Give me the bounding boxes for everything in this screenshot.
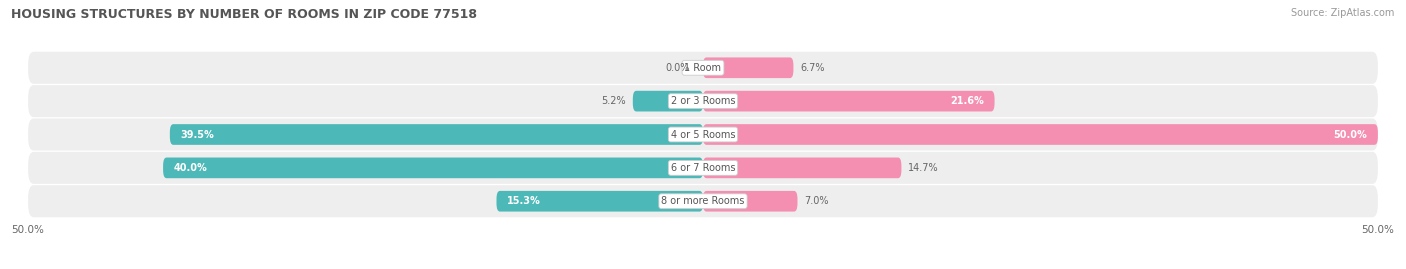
Text: 14.7%: 14.7% bbox=[908, 163, 939, 173]
Text: 1 Room: 1 Room bbox=[685, 63, 721, 73]
FancyBboxPatch shape bbox=[28, 152, 1378, 184]
Text: 50.0%: 50.0% bbox=[1333, 129, 1367, 140]
FancyBboxPatch shape bbox=[170, 124, 703, 145]
Text: HOUSING STRUCTURES BY NUMBER OF ROOMS IN ZIP CODE 77518: HOUSING STRUCTURES BY NUMBER OF ROOMS IN… bbox=[11, 8, 477, 21]
Text: 39.5%: 39.5% bbox=[180, 129, 214, 140]
FancyBboxPatch shape bbox=[28, 85, 1378, 117]
FancyBboxPatch shape bbox=[28, 185, 1378, 217]
Text: 5.2%: 5.2% bbox=[602, 96, 626, 106]
FancyBboxPatch shape bbox=[703, 191, 797, 212]
FancyBboxPatch shape bbox=[703, 91, 994, 111]
FancyBboxPatch shape bbox=[703, 124, 1378, 145]
Text: 4 or 5 Rooms: 4 or 5 Rooms bbox=[671, 129, 735, 140]
Text: 15.3%: 15.3% bbox=[508, 196, 541, 206]
FancyBboxPatch shape bbox=[163, 158, 703, 178]
FancyBboxPatch shape bbox=[703, 57, 793, 78]
FancyBboxPatch shape bbox=[703, 158, 901, 178]
Text: Source: ZipAtlas.com: Source: ZipAtlas.com bbox=[1291, 8, 1395, 18]
Text: 8 or more Rooms: 8 or more Rooms bbox=[661, 196, 745, 206]
Text: 6 or 7 Rooms: 6 or 7 Rooms bbox=[671, 163, 735, 173]
Text: 0.0%: 0.0% bbox=[665, 63, 689, 73]
Text: 40.0%: 40.0% bbox=[174, 163, 208, 173]
Text: 7.0%: 7.0% bbox=[804, 196, 828, 206]
FancyBboxPatch shape bbox=[28, 118, 1378, 151]
Text: 21.6%: 21.6% bbox=[950, 96, 984, 106]
FancyBboxPatch shape bbox=[28, 52, 1378, 84]
Text: 6.7%: 6.7% bbox=[800, 63, 825, 73]
FancyBboxPatch shape bbox=[633, 91, 703, 111]
Text: 2 or 3 Rooms: 2 or 3 Rooms bbox=[671, 96, 735, 106]
FancyBboxPatch shape bbox=[496, 191, 703, 212]
